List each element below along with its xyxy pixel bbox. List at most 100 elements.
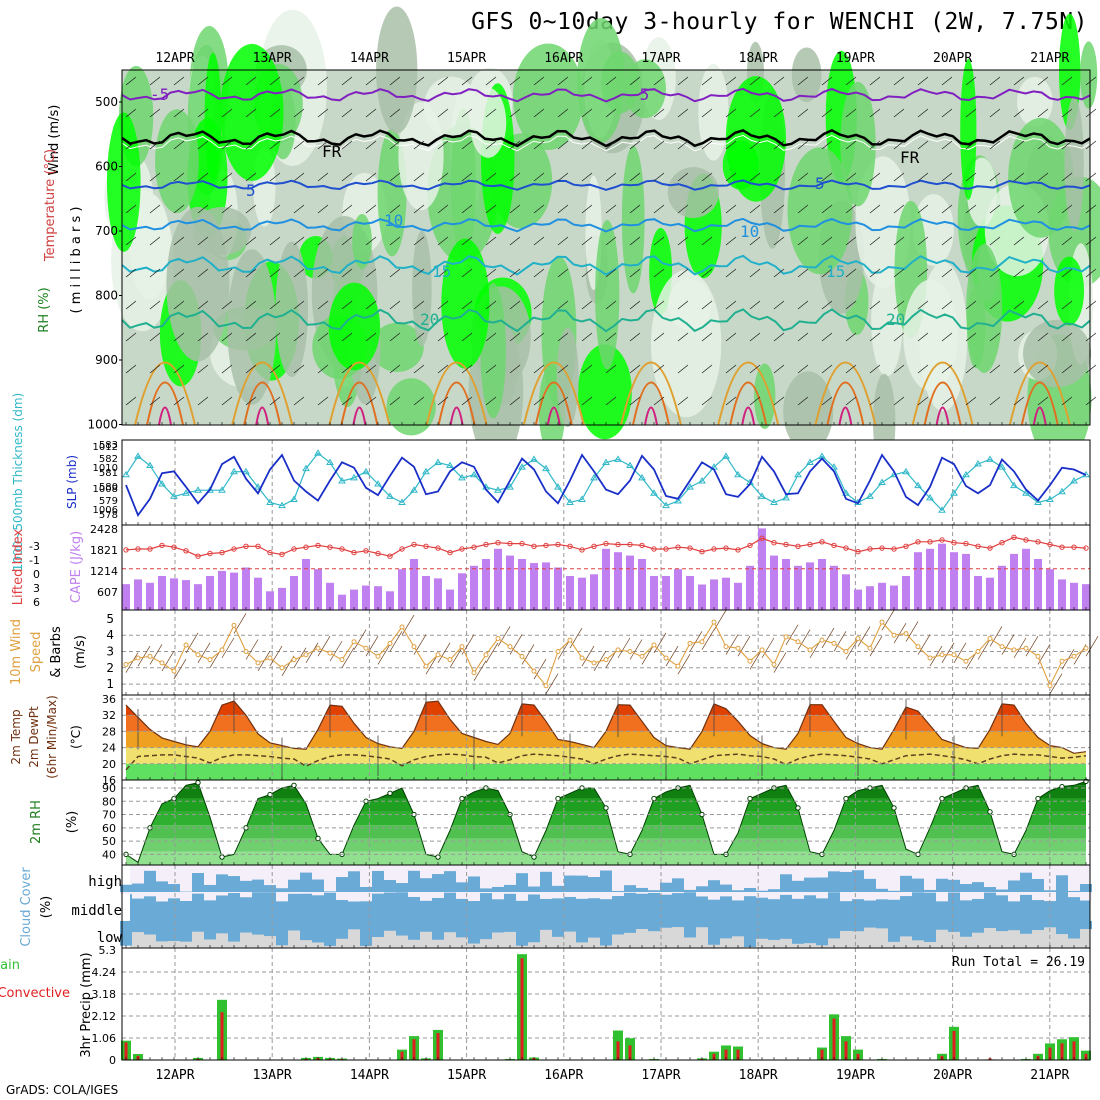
cape-bar xyxy=(278,587,286,610)
cloud-low-bar xyxy=(600,921,612,946)
li-point xyxy=(171,544,177,550)
wind-barb xyxy=(293,268,305,278)
rh2m-tick: 80 xyxy=(102,795,116,808)
wind-barb xyxy=(965,300,977,310)
cloud-mid-gap xyxy=(540,892,552,899)
thickness-point xyxy=(254,483,262,490)
li-point xyxy=(603,540,609,547)
wind-tick: 2 xyxy=(106,661,114,675)
cape-tick: 1821 xyxy=(90,544,118,557)
li-point xyxy=(543,542,549,549)
wind-speed-point xyxy=(483,652,489,658)
wind-barb-10m xyxy=(941,642,955,663)
wind-barb-10m xyxy=(437,642,451,663)
precip-conv-bar xyxy=(436,1033,440,1060)
wind-barb xyxy=(629,364,641,374)
wind-barb xyxy=(461,364,473,374)
wind-barb xyxy=(245,108,257,118)
wind-barb xyxy=(485,332,497,342)
wind-speed-point xyxy=(315,645,321,651)
cloud-high-bar xyxy=(1056,875,1068,892)
wind-barb-10m xyxy=(1025,636,1039,657)
wind-barb xyxy=(701,108,713,118)
cloud-mid-gap xyxy=(996,892,1008,896)
wind-speed-point xyxy=(639,653,645,659)
wind-barb xyxy=(797,332,809,342)
cloud-mid-gap xyxy=(768,892,780,900)
cloud-low-bar xyxy=(984,921,996,929)
wind-barb xyxy=(437,268,449,278)
precip-conv-bar xyxy=(844,1041,848,1060)
cloud-mid-gap xyxy=(372,892,384,894)
wind-barb xyxy=(245,172,257,182)
rh2m-tick: 60 xyxy=(102,822,116,835)
bottom-date-label: 19APR xyxy=(836,1068,875,1083)
wind-speed-point xyxy=(891,632,897,638)
wind-barb-10m xyxy=(1013,637,1027,659)
wind-barb xyxy=(965,236,977,246)
wind-barb xyxy=(917,140,929,150)
cloud-high-bar xyxy=(216,874,228,892)
temp-band xyxy=(126,763,1086,780)
cape-tick: 2428 xyxy=(90,523,118,536)
cloud-mid-gap xyxy=(120,892,132,895)
wind-barb xyxy=(653,172,665,182)
li-point xyxy=(843,545,849,551)
ylabel-minmax: (6hr Min/Max) xyxy=(45,695,59,779)
cloud-mid-gap xyxy=(336,892,348,901)
wind-barb xyxy=(1061,140,1073,150)
pressure-tick: 500 xyxy=(95,95,118,109)
wind-barb xyxy=(341,172,353,182)
wind-barb xyxy=(1013,332,1025,342)
cloud-low-bar xyxy=(132,921,144,933)
contour-label: -5 xyxy=(630,85,649,104)
wind-barb xyxy=(1037,364,1049,374)
wind-barb xyxy=(197,300,209,310)
contour-freezing-inner xyxy=(121,134,1091,152)
precip-conv-bar xyxy=(724,1049,728,1060)
rh2m-point xyxy=(387,790,393,796)
li-point xyxy=(1011,534,1017,540)
cloud-low-bar xyxy=(348,921,360,930)
cloud-high-bar xyxy=(468,876,480,892)
contour-label: 10 xyxy=(384,211,403,230)
cloud-low-bar xyxy=(444,921,456,933)
wind-speed-point xyxy=(411,644,417,650)
wind-barb xyxy=(197,364,209,374)
cloud-mid-gap xyxy=(444,892,456,893)
wind-barb xyxy=(1013,76,1025,86)
top-date-label: 20APR xyxy=(933,51,972,66)
contour-30 xyxy=(826,381,865,426)
top-date-label: 12APR xyxy=(155,51,194,66)
cloud-high-bar xyxy=(828,871,840,892)
thickness-point xyxy=(326,458,334,465)
wind-barb-10m xyxy=(305,642,319,663)
wind-barb xyxy=(581,140,593,150)
cloud-mid-gap xyxy=(384,892,396,893)
cape-bar xyxy=(458,573,466,610)
cloud-mid-gap xyxy=(888,892,900,900)
wind-barb xyxy=(1085,172,1097,182)
rh2m-point xyxy=(267,791,273,798)
wind-barb xyxy=(125,396,137,406)
wind-speed-point xyxy=(903,631,909,637)
wind-barb xyxy=(365,300,377,310)
wind-barb xyxy=(605,236,617,246)
wind-speed-point xyxy=(195,652,201,658)
rh-blob xyxy=(595,219,620,370)
wind-barb xyxy=(821,332,833,342)
li-point xyxy=(1047,541,1053,548)
wind-barb xyxy=(365,108,377,118)
wind-barb xyxy=(149,140,161,150)
ylabel-slp: SLP (mb) xyxy=(65,455,79,509)
cloud-high-bar xyxy=(960,884,972,892)
wind-barb xyxy=(125,140,137,150)
li-point xyxy=(783,541,789,548)
wind-barb xyxy=(509,76,521,86)
cloud-high-bar xyxy=(888,890,900,892)
thickness-point xyxy=(926,493,934,501)
cloud-high-bar xyxy=(816,877,828,892)
rh-blob xyxy=(754,363,776,429)
li-point xyxy=(327,544,333,550)
wind-speed-point xyxy=(567,637,573,643)
